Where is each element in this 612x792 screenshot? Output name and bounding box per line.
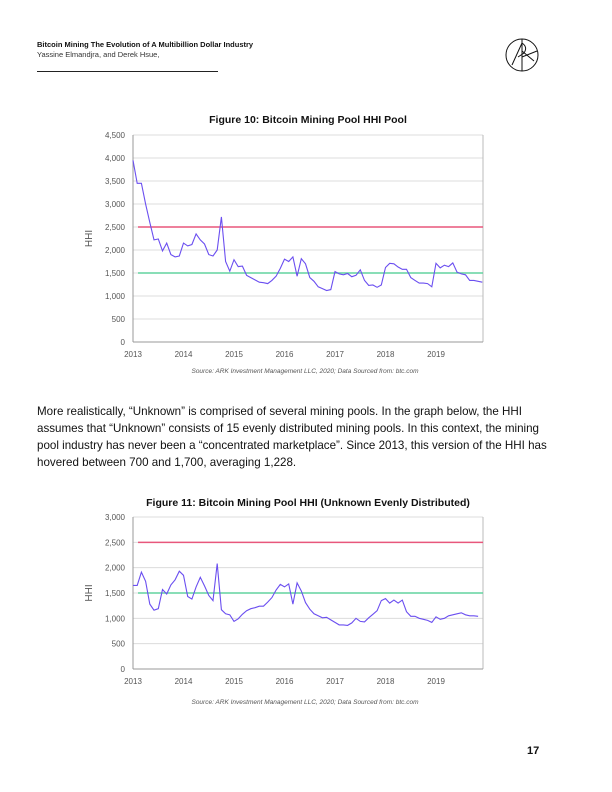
x-tick-label: 2015 — [225, 677, 243, 686]
y-tick-label: 3,000 — [105, 200, 126, 209]
y-tick-label: 2,500 — [105, 538, 126, 547]
x-tick-label: 2013 — [124, 677, 142, 686]
body-line: pool industry has never been a “concentr… — [37, 439, 547, 452]
body-line: hovered between 700 and 1,700, averaging… — [37, 456, 297, 469]
x-tick-label: 2019 — [427, 350, 445, 359]
y-tick-label: 4,000 — [105, 154, 126, 163]
x-tick-label: 2013 — [124, 350, 142, 359]
body-line: assumes that “Unknown” consists of 15 ev… — [37, 422, 540, 435]
hhi-series-line — [132, 160, 483, 292]
x-tick-label: 2015 — [225, 350, 243, 359]
y-tick-label: 1,000 — [105, 614, 126, 623]
y-axis-label: HHI — [84, 584, 95, 601]
chart-source: Source: ARK Investment Management LLC, 2… — [191, 368, 419, 375]
y-tick-label: 2,000 — [105, 564, 126, 573]
x-tick-label: 2016 — [276, 350, 294, 359]
y-tick-label: 3,000 — [105, 513, 126, 522]
y-tick-label: 4,500 — [105, 131, 126, 140]
document-title: Bitcoin Mining The Evolution of A Multib… — [37, 40, 254, 49]
ark-logo-icon — [505, 38, 539, 72]
y-axis-label: HHI — [84, 230, 95, 247]
figure-10-chart: Figure 10: Bitcoin Mining Pool HHI Pool 0… — [84, 114, 484, 375]
x-tick-label: 2014 — [175, 350, 193, 359]
x-tick-label: 2019 — [427, 677, 445, 686]
hhi-series-line — [133, 563, 479, 626]
chart-title: Figure 10: Bitcoin Mining Pool HHI Pool — [209, 114, 407, 126]
body-line: More realistically, “Unknown” is compris… — [37, 405, 523, 418]
x-tick-label: 2017 — [326, 350, 344, 359]
header-divider — [37, 71, 218, 72]
y-tick-label: 500 — [112, 640, 126, 649]
y-tick-label: 3,500 — [105, 177, 126, 186]
x-tick-label: 2018 — [377, 677, 395, 686]
y-tick-label: 2,500 — [105, 223, 126, 232]
y-tick-label: 0 — [121, 665, 126, 674]
chart-source: Source: ARK Investment Management LLC, 2… — [191, 699, 419, 706]
page-number: 17 — [527, 745, 540, 757]
document-authors: Yassine Elmandjra, and Derek Hsue, — [37, 50, 160, 59]
body-paragraph: More realistically, “Unknown” is compris… — [37, 403, 582, 471]
chart-title: Figure 11: Bitcoin Mining Pool HHI (Unkn… — [146, 497, 470, 509]
x-tick-label: 2018 — [377, 350, 395, 359]
y-tick-label: 1,500 — [105, 589, 126, 598]
y-tick-label: 1,000 — [105, 292, 126, 301]
y-tick-label: 1,500 — [105, 269, 126, 278]
x-tick-label: 2016 — [276, 677, 294, 686]
y-tick-label: 2,000 — [105, 246, 126, 255]
x-tick-label: 2017 — [326, 677, 344, 686]
y-tick-label: 0 — [121, 338, 126, 347]
x-tick-label: 2014 — [175, 677, 193, 686]
y-tick-label: 500 — [112, 315, 126, 324]
